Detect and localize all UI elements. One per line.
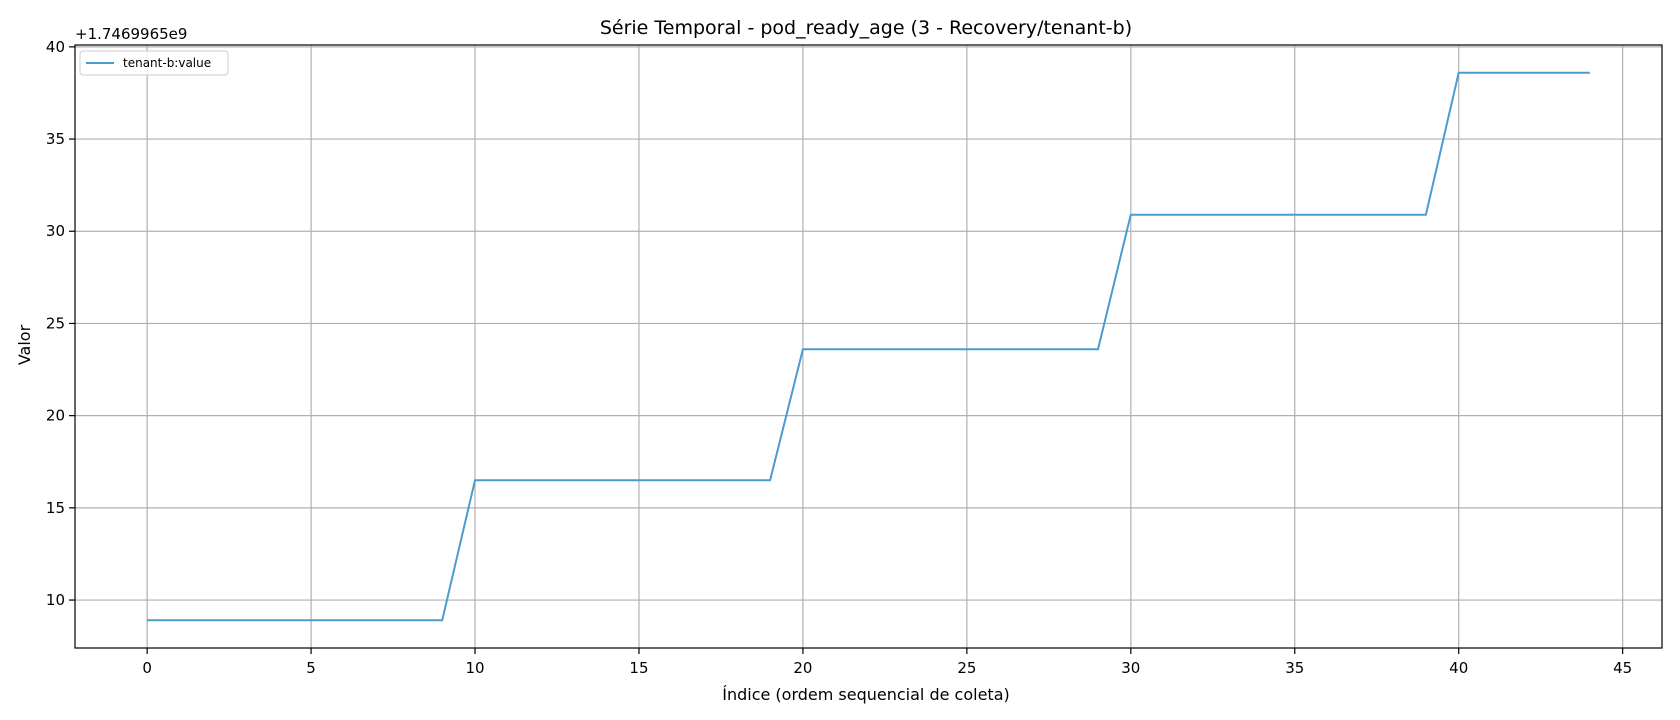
legend-entry-label: tenant-b:value [123, 56, 211, 70]
x-tick-label: 25 [957, 659, 976, 677]
y-tick-label: 20 [46, 407, 65, 425]
x-tick-label: 0 [142, 659, 152, 677]
x-tick-label: 20 [793, 659, 812, 677]
x-axis-label: Índice (ordem sequencial de coleta) [722, 685, 1010, 704]
y-tick-label: 35 [46, 130, 65, 148]
y-tick-label: 15 [46, 499, 65, 517]
plot-frame [74, 44, 1663, 649]
series-line-0 [147, 71, 1590, 622]
series-layer [147, 71, 1590, 622]
x-tick-label: 30 [1121, 659, 1140, 677]
y-tick-label: 30 [46, 222, 65, 240]
x-tick-label: 35 [1285, 659, 1304, 677]
x-tick-label: 40 [1449, 659, 1468, 677]
y-tick-label: 40 [46, 38, 65, 56]
legend: tenant-b:value [79, 50, 229, 76]
x-axis-ticks: 0 5 10 15 20 25 30 35 40 45 [142, 648, 1632, 677]
chart-title: Série Temporal - pod_ready_age (3 - Reco… [600, 17, 1132, 39]
y-axis-offset-label: +1.7469965e9 [75, 25, 187, 43]
y-axis-label: Valor [15, 324, 34, 365]
x-tick-label: 15 [629, 659, 648, 677]
y-tick-label: 25 [46, 314, 65, 332]
y-axis-ticks: 10 15 20 25 30 35 40 [46, 38, 75, 609]
x-tick-label: 5 [306, 659, 316, 677]
grid [75, 45, 1662, 648]
legend-box [79, 50, 229, 76]
x-tick-label: 10 [465, 659, 484, 677]
x-tick-label: 45 [1613, 659, 1632, 677]
y-tick-label: 10 [46, 591, 65, 609]
